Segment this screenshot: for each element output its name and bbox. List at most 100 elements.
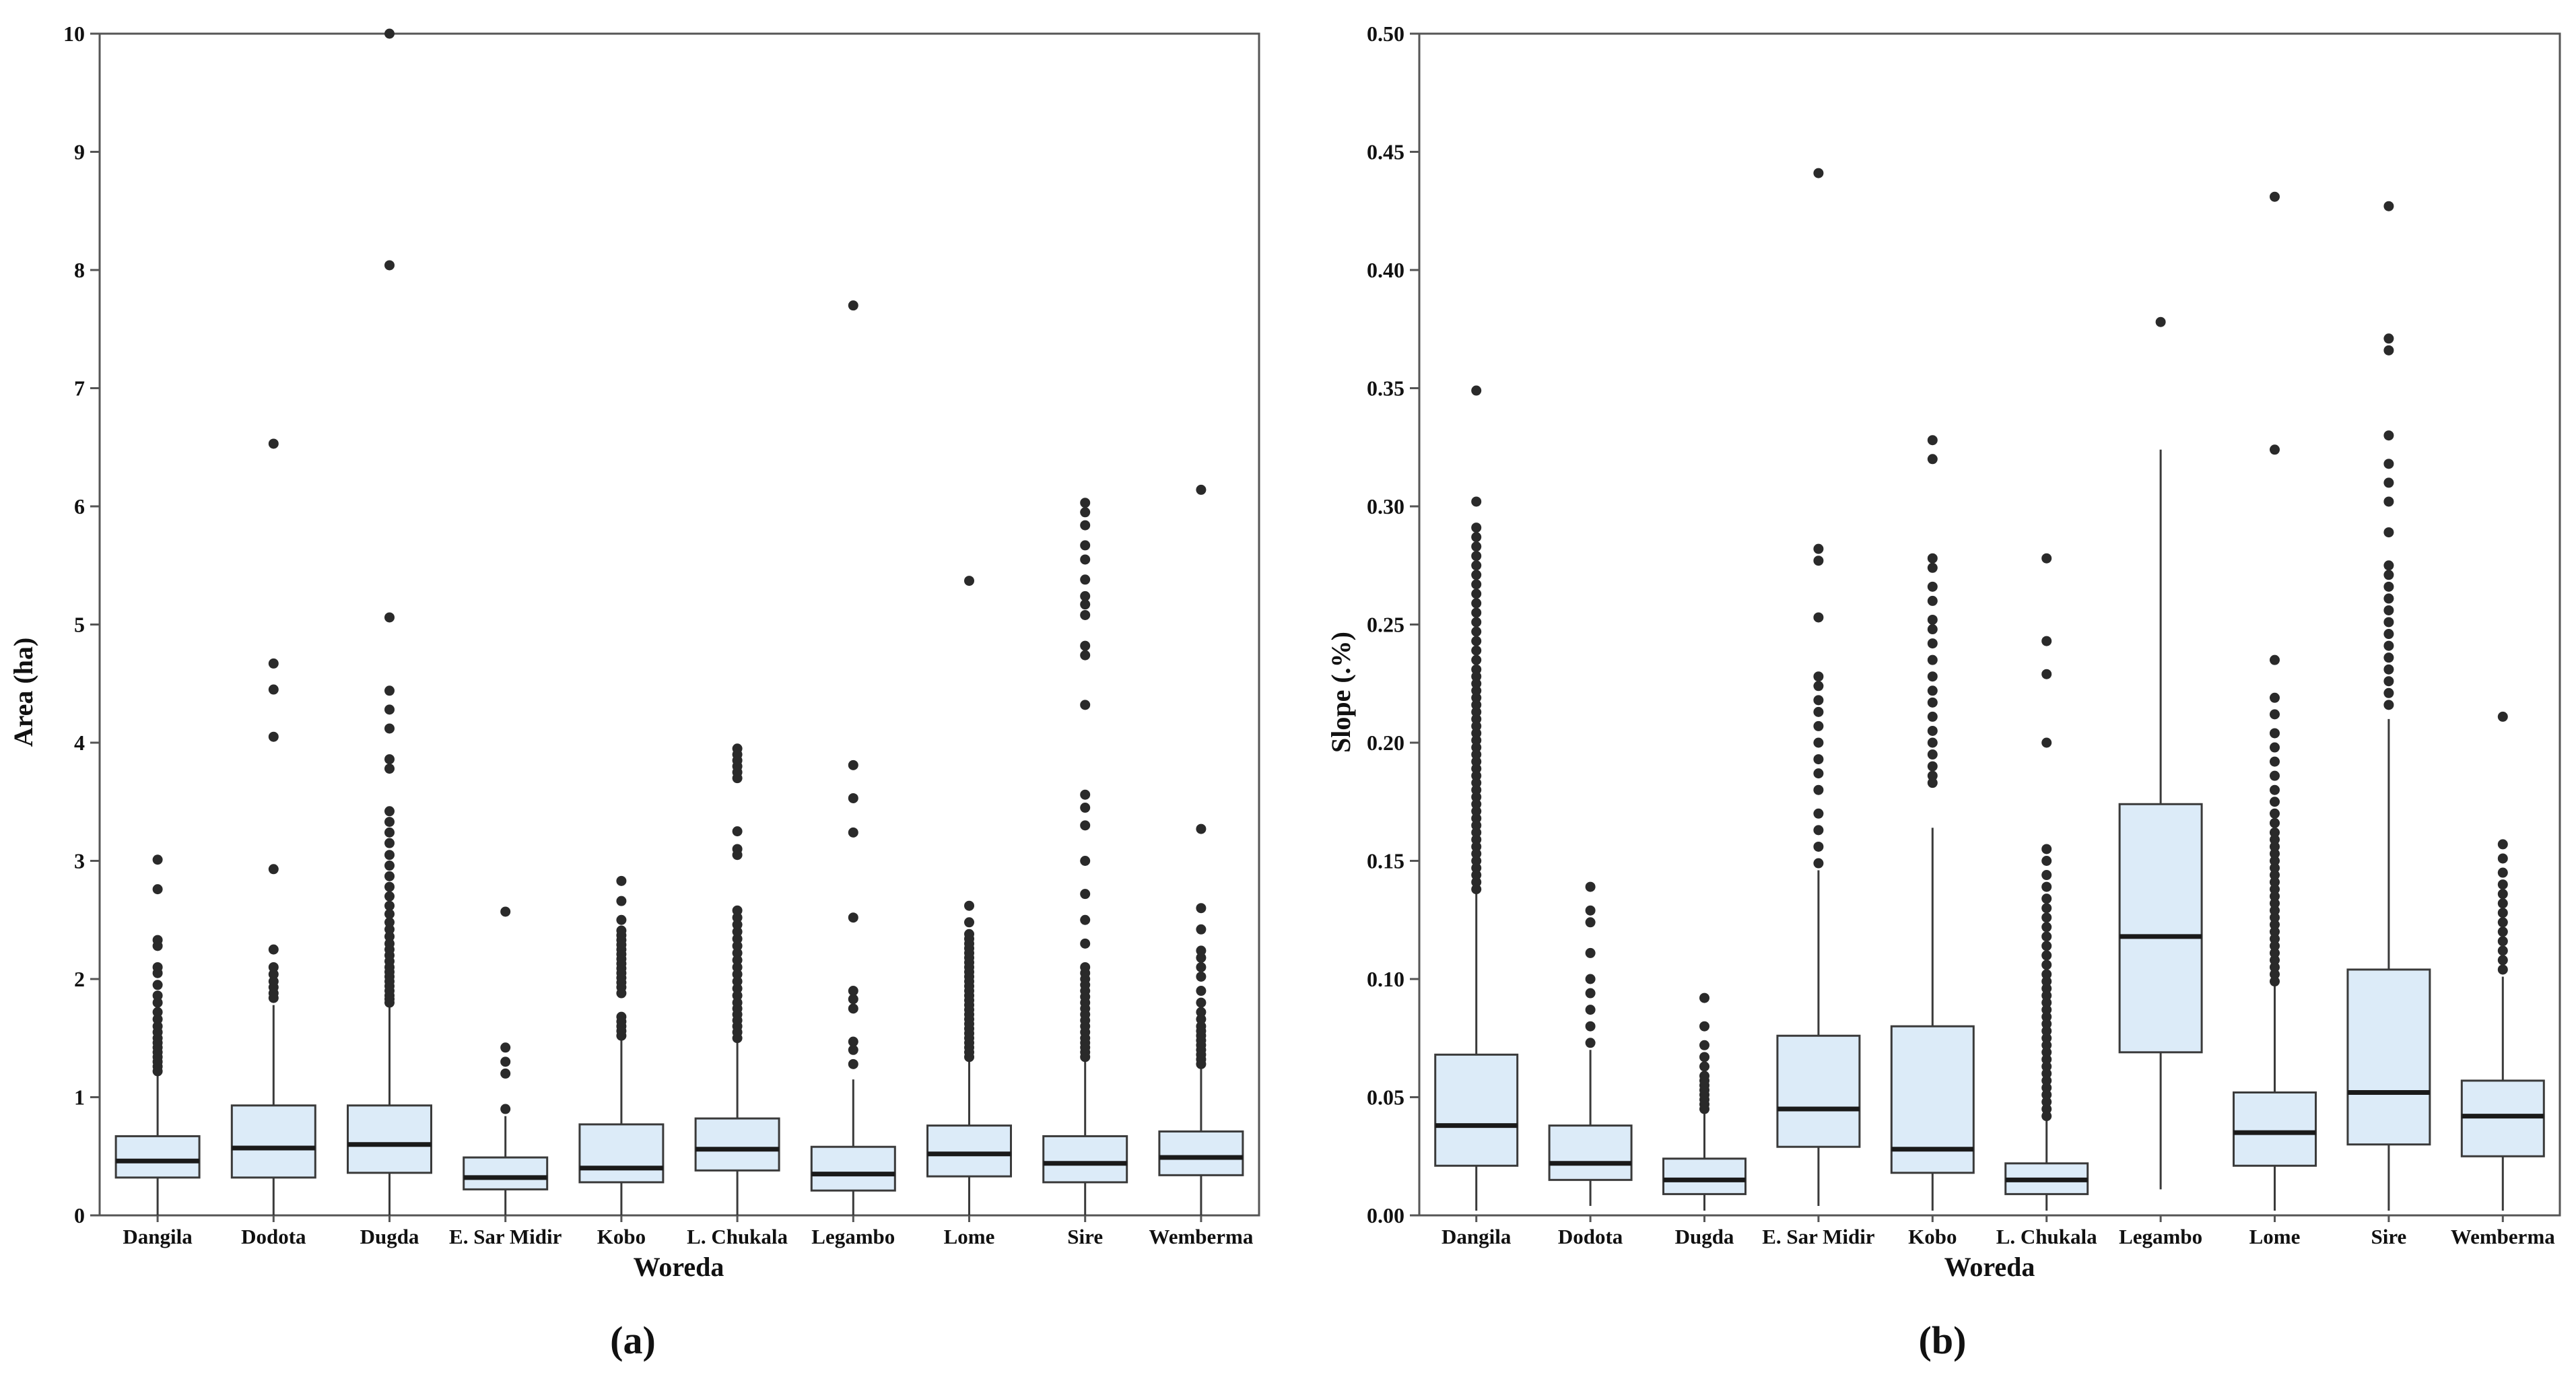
outlier-point [2383, 570, 2394, 580]
outlier-point [1471, 784, 1482, 795]
outlier-point [2383, 581, 2394, 592]
outlier-point [384, 806, 395, 817]
outlier-point [1080, 789, 1091, 800]
outlier-point [2497, 908, 2508, 918]
outlier-point [384, 723, 395, 734]
outlier-point [1927, 595, 1938, 606]
outlier-point [2041, 870, 2052, 881]
outlier-point [2497, 945, 2508, 956]
x-tick-label: E. Sar Midir [1762, 1225, 1875, 1248]
outlier-point [2270, 728, 2280, 739]
outlier-point [2383, 477, 2394, 488]
outlier-point [1927, 581, 1938, 592]
outlier-point [1585, 974, 1596, 984]
outlier-point [2497, 927, 2508, 937]
outlier-point [2270, 692, 2280, 703]
outlier-point [2383, 593, 2394, 604]
y-tick-label: 10 [63, 22, 85, 46]
outlier-point [732, 969, 743, 980]
outlier-point [268, 731, 279, 742]
outlier-point [2270, 770, 2280, 781]
iqr-box [1158, 1130, 1244, 1176]
outlier-point [1927, 685, 1938, 696]
panel-a-area-boxplot: 0 1 2 3 4 5 6 7 8 9 10 Dangila Dodota Dugda E. Sar Mid… [8, 22, 1260, 1362]
box-wemberma [1158, 484, 1244, 1215]
outlier-point [1471, 385, 1482, 396]
outlier-point [732, 955, 743, 966]
outlier-point [732, 990, 743, 1001]
outlier-point [1699, 1040, 1709, 1050]
outlier-point [1080, 540, 1091, 551]
outlier-point [2041, 1068, 2052, 1079]
outlier-point [1471, 678, 1482, 689]
outlier-point [1927, 624, 1938, 635]
outlier-point [384, 260, 395, 271]
outlier-point [384, 900, 395, 911]
outlier-point [1471, 792, 1482, 803]
outlier-point [1471, 523, 1482, 533]
outlier-point [2497, 879, 2508, 890]
outlier-point [1471, 848, 1482, 859]
outlier-point [1471, 617, 1482, 628]
outlier-point [616, 1011, 627, 1022]
outlier-point [2383, 687, 2394, 698]
outlier-point [2041, 1025, 2052, 1036]
outlier-point [1471, 728, 1482, 739]
outlier-point [1471, 570, 1482, 580]
outlier-point [1471, 856, 1482, 866]
outlier-point [1813, 784, 1824, 795]
y-tick-label: 0.25 [1367, 613, 1404, 637]
outlier-point [616, 914, 627, 925]
outlier-point [384, 827, 395, 838]
y-tick-label: 9 [74, 140, 85, 164]
outlier-point [1471, 626, 1482, 637]
outlier-point [732, 983, 743, 994]
outlier-point [2497, 853, 2508, 864]
outlier-point [732, 912, 743, 923]
y-tick-label: 0.20 [1367, 731, 1404, 755]
outlier-point [384, 924, 395, 935]
outlier-point [384, 764, 395, 774]
x-tick-label: Sire [2371, 1225, 2406, 1248]
outlier-point [2041, 1033, 2052, 1044]
x-tick-label: Kobo [1908, 1225, 1957, 1248]
outlier-point [384, 612, 395, 623]
outlier-point [1471, 820, 1482, 831]
outlier-point [2041, 844, 2052, 854]
outlier-point [1471, 742, 1482, 753]
outlier-point [732, 941, 743, 951]
outlier-point [732, 927, 743, 937]
outlier-point [2270, 905, 2280, 916]
outlier-point [848, 986, 858, 997]
outlier-point [1196, 823, 1207, 834]
outlier-point [1471, 560, 1482, 571]
outlier-point [1471, 496, 1482, 507]
box-dodota [1548, 881, 1633, 1206]
y-tick-label: 0.30 [1367, 494, 1404, 518]
outlier-point [384, 938, 395, 949]
outlier-point [268, 976, 279, 987]
outlier-point [2270, 848, 2280, 859]
iqr-box [810, 1145, 896, 1192]
outlier-point [1196, 484, 1207, 495]
iqr-box [1434, 1053, 1519, 1167]
outlier-point [1585, 881, 1596, 892]
iqr-box [2460, 1079, 2545, 1157]
box-wemberma [2460, 711, 2545, 1211]
outlier-point [1471, 764, 1482, 774]
outlier-point [1585, 905, 1596, 916]
iqr-box [2118, 803, 2203, 1054]
outlier-point [1927, 562, 1938, 573]
outlier-point [1080, 609, 1091, 620]
outlier-point [152, 884, 163, 895]
outlier-point [384, 861, 395, 871]
y-tick-label: 4 [74, 731, 85, 755]
outlier-point [2383, 652, 2394, 663]
outlier-point [2041, 983, 2052, 994]
outlier-point [2270, 919, 2280, 930]
box-sire [1042, 498, 1128, 1215]
outlier-point [2041, 856, 2052, 866]
outlier-point [1196, 1007, 1207, 1017]
x-tick-label: Dangila [1442, 1225, 1512, 1248]
